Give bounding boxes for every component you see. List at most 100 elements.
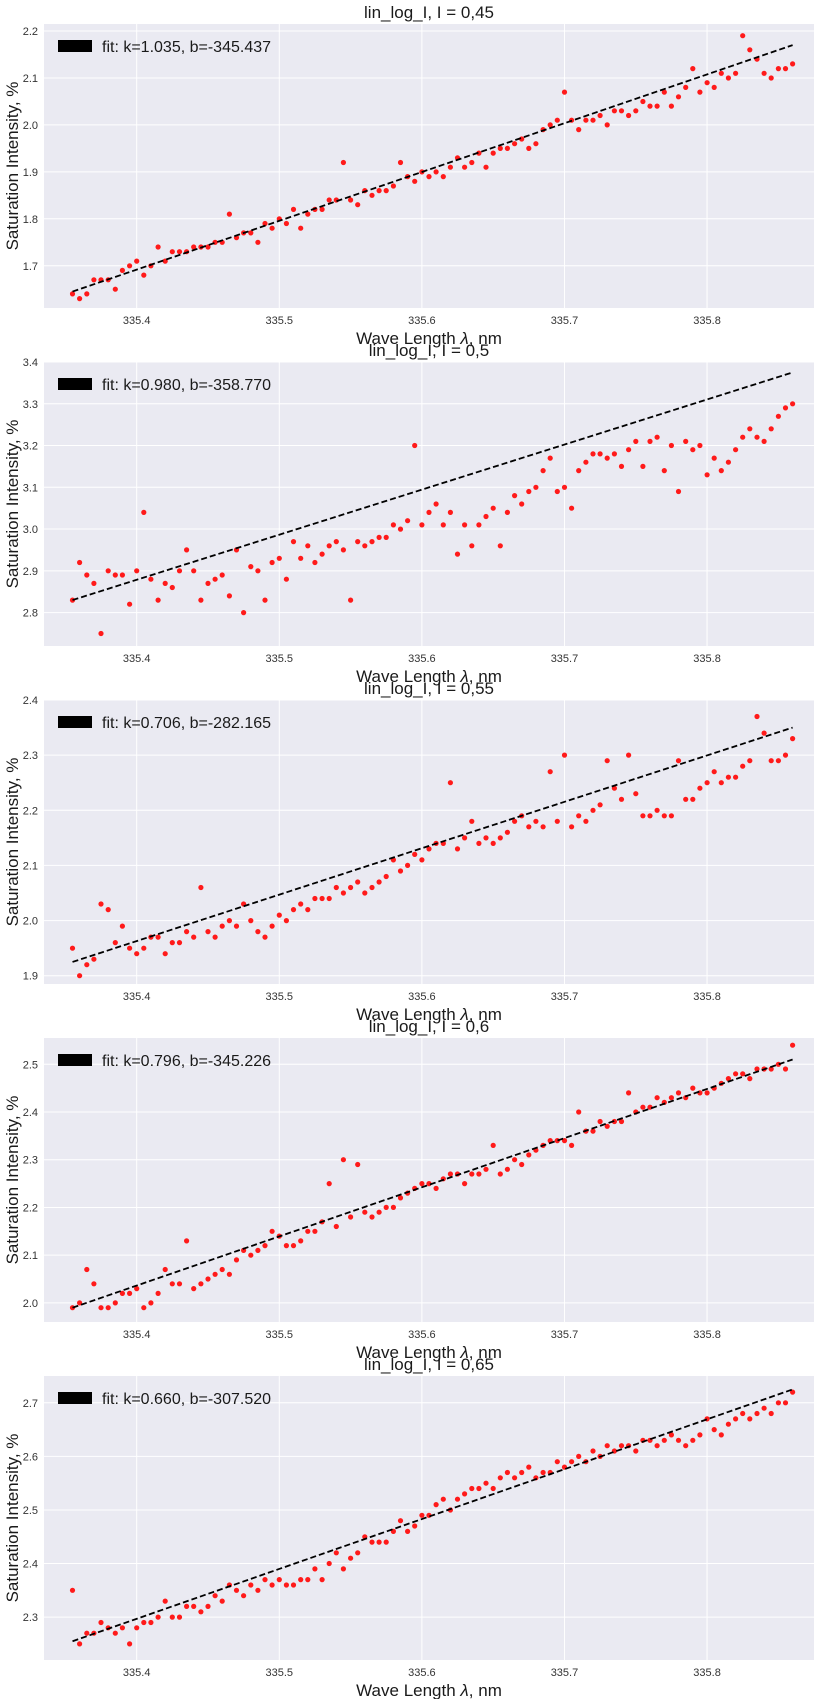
data-point xyxy=(618,796,625,802)
fit-line xyxy=(72,726,793,963)
data-point xyxy=(169,249,175,255)
data-point xyxy=(333,1223,339,1230)
data-point xyxy=(283,220,289,227)
x-tick-label: 335.6 xyxy=(408,1329,436,1341)
data-point xyxy=(462,164,468,170)
data-point xyxy=(733,447,739,453)
data-points xyxy=(69,713,796,979)
data-point xyxy=(511,493,518,499)
y-tick-label: 2.7 xyxy=(23,1398,38,1410)
data-point xyxy=(298,225,304,231)
data-point xyxy=(98,1305,104,1311)
data-point xyxy=(426,174,432,180)
data-point xyxy=(647,103,653,109)
data-point xyxy=(704,472,710,478)
data-point xyxy=(440,522,446,528)
data-point xyxy=(305,907,311,913)
data-point xyxy=(134,568,140,574)
y-tick-label: 2.2 xyxy=(23,805,38,817)
data-point xyxy=(248,230,254,236)
data-point xyxy=(262,1577,268,1583)
data-point xyxy=(84,1266,90,1273)
data-point xyxy=(155,244,161,250)
data-point xyxy=(405,518,411,524)
data-point xyxy=(419,1181,425,1187)
x-tick-label: 335.7 xyxy=(551,1329,579,1341)
data-point xyxy=(226,918,232,924)
data-point xyxy=(604,1123,610,1129)
legend-label: fit: k=1.035, b=-345.437 xyxy=(102,39,271,56)
data-point xyxy=(782,752,789,758)
data-point xyxy=(319,551,325,557)
data-point xyxy=(511,818,518,824)
data-point xyxy=(84,962,90,968)
y-tick-label: 2.4 xyxy=(23,695,38,707)
legend-swatch xyxy=(58,716,92,728)
y-axis-label: Saturation Intensity, % xyxy=(3,420,22,589)
legend-label: fit: k=0.796, b=-345.226 xyxy=(102,1053,271,1070)
x-axis-label-part: Wave Length xyxy=(356,329,460,348)
data-point xyxy=(711,455,717,461)
data-point xyxy=(290,1582,297,1588)
y-tick-label: 2.3 xyxy=(23,1612,38,1624)
data-point xyxy=(340,890,346,896)
data-point xyxy=(176,568,183,574)
data-point xyxy=(768,426,774,432)
data-point xyxy=(134,1625,140,1631)
data-point xyxy=(626,752,632,758)
data-point xyxy=(668,813,675,819)
data-point xyxy=(226,1271,232,1277)
data-point xyxy=(191,244,197,250)
data-point xyxy=(184,547,190,553)
data-point xyxy=(519,1161,525,1168)
data-point xyxy=(590,1448,596,1454)
data-point xyxy=(626,447,632,453)
data-point xyxy=(690,447,696,453)
data-point xyxy=(162,1266,168,1273)
data-point xyxy=(618,108,625,114)
data-point xyxy=(412,851,418,858)
data-point xyxy=(754,434,760,440)
data-point xyxy=(141,272,147,278)
data-point xyxy=(283,576,289,582)
data-point xyxy=(312,895,318,902)
data-point xyxy=(747,1076,753,1082)
data-point xyxy=(683,1443,689,1449)
legend: fit: k=0.706, b=-282.165 xyxy=(58,715,271,732)
data-point xyxy=(169,1281,175,1287)
data-point xyxy=(647,438,653,444)
data-point xyxy=(497,1475,503,1481)
data-point xyxy=(319,895,325,902)
data-point xyxy=(369,539,375,545)
data-point xyxy=(319,206,325,212)
data-point xyxy=(148,1300,154,1306)
data-point xyxy=(547,122,553,128)
chart-title: lin_log_I, I = 0,65 xyxy=(364,1355,494,1374)
data-point xyxy=(369,192,375,198)
data-point xyxy=(576,1109,582,1115)
data-point xyxy=(440,174,446,180)
data-point xyxy=(497,1171,503,1177)
data-point xyxy=(326,1181,332,1187)
data-point xyxy=(176,940,183,946)
data-point xyxy=(754,1066,760,1072)
data-point xyxy=(276,1577,282,1583)
x-tick-label: 335.8 xyxy=(693,991,721,1003)
data-point xyxy=(754,1410,760,1417)
data-point xyxy=(248,564,254,570)
data-point xyxy=(711,1427,717,1433)
data-point xyxy=(269,923,275,929)
y-tick-label: 3.4 xyxy=(23,357,38,369)
data-point xyxy=(141,945,147,951)
data-point xyxy=(725,459,732,465)
legend: fit: k=0.796, b=-345.226 xyxy=(58,1053,271,1070)
data-point xyxy=(547,455,553,461)
data-point xyxy=(390,1204,396,1210)
y-tick-label: 3.1 xyxy=(23,482,38,494)
data-point xyxy=(105,907,111,913)
x-tick-label: 335.7 xyxy=(551,653,579,665)
data-point xyxy=(198,884,204,891)
data-point xyxy=(326,197,332,203)
data-point xyxy=(255,1587,261,1593)
